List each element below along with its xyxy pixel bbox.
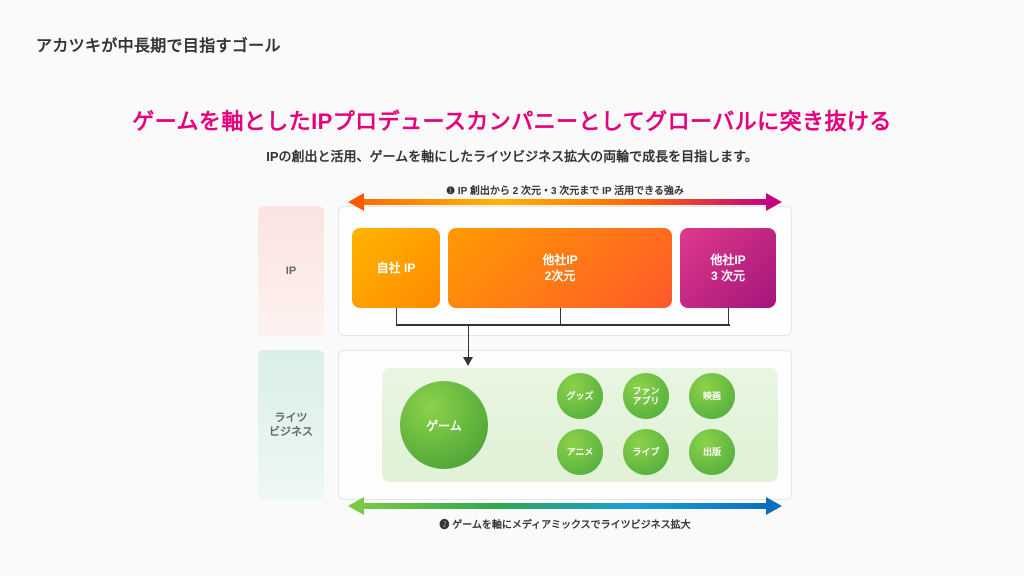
ip-box-other2d: 他社IP2次元 bbox=[448, 228, 672, 308]
label-bottom: ❷ ゲームを軸にメディアミックスでライツビジネス拡大 bbox=[338, 516, 792, 531]
connector-drop bbox=[728, 308, 730, 324]
page-title: アカツキが中長期で目指すゴール bbox=[36, 32, 281, 56]
connector-hbar bbox=[396, 324, 730, 326]
label-top: ❶ IP 創出から 2 次元・3 次元まで IP 活用できる強み bbox=[338, 182, 792, 197]
circle-movie: 映画 bbox=[689, 373, 735, 419]
diagram: IP ライツビジネス ❶ IP 創出から 2 次元・3 次元まで IP 活用できる強… bbox=[258, 180, 798, 540]
ip-box-other3d: 他社IP3 次元 bbox=[680, 228, 776, 308]
circle-fanapp: ファンアプリ bbox=[623, 373, 669, 419]
gradient-arrow-bottom bbox=[348, 497, 782, 515]
ip-box-own: 自社 IP bbox=[352, 228, 440, 308]
side-label-rights: ライツビジネス bbox=[258, 350, 324, 500]
connector-drop bbox=[560, 308, 562, 324]
connector-arrowhead bbox=[463, 357, 473, 366]
connector-main bbox=[468, 324, 470, 358]
circle-game: ゲーム bbox=[400, 381, 488, 469]
headline: ゲームを軸としたIPプロデュースカンパニーとしてグローバルに突き抜ける bbox=[0, 104, 1024, 136]
circle-live: ライブ bbox=[623, 429, 669, 475]
circle-anime: アニメ bbox=[557, 429, 603, 475]
circle-goods: グッズ bbox=[557, 373, 603, 419]
connector-drop bbox=[396, 308, 398, 324]
side-label-ip: IP bbox=[258, 206, 324, 336]
subhead: IPの創出と活用、ゲームを軸にしたライツビジネス拡大の両輪で成長を目指します。 bbox=[0, 146, 1024, 165]
circle-pub: 出版 bbox=[689, 429, 735, 475]
